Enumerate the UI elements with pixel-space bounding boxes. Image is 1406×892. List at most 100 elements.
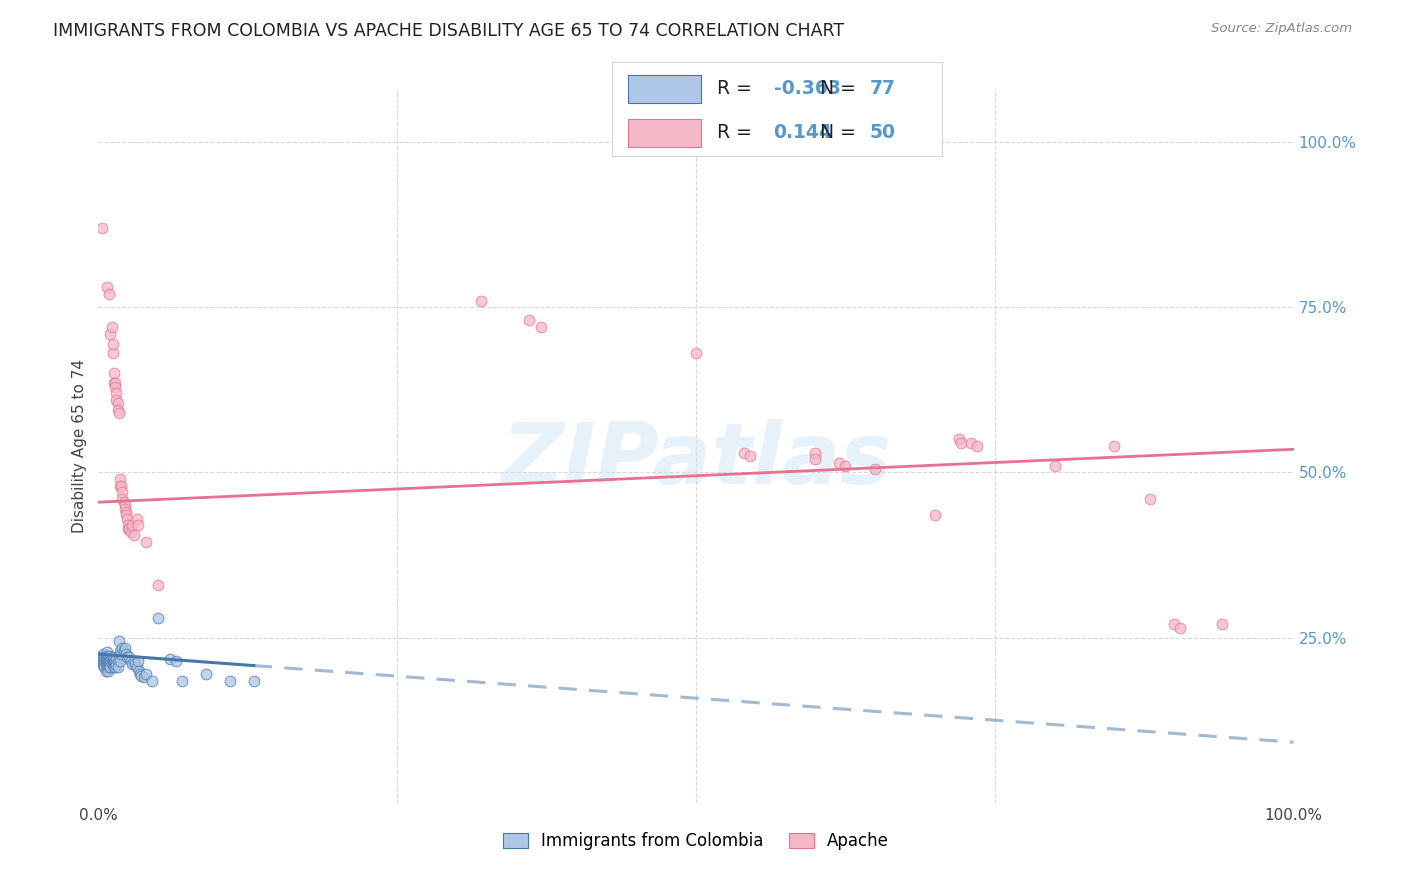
Point [103, 656, 125, 670]
Point [111, 640, 134, 655]
Point [117, 518, 139, 533]
FancyBboxPatch shape [628, 75, 700, 103]
Text: 50: 50 [869, 123, 896, 142]
Point [114, 501, 136, 516]
Point [108, 654, 131, 668]
Point [96, 657, 118, 671]
Point [105, 392, 128, 407]
Point [1163, 617, 1185, 632]
Point [111, 491, 134, 506]
Point [98, 652, 122, 666]
Point [110, 478, 132, 492]
Point [948, 433, 970, 447]
Point [103, 367, 125, 381]
Text: 0.144: 0.144 [773, 123, 832, 142]
Point [98, 660, 121, 674]
Point [141, 673, 163, 688]
Point [118, 522, 141, 536]
Point [94, 657, 117, 671]
Point [110, 647, 132, 661]
Point [865, 462, 887, 476]
Text: ZIPatlas: ZIPatlas [501, 418, 891, 502]
Point [115, 647, 138, 661]
Point [108, 472, 131, 486]
Point [91, 658, 114, 673]
Point [828, 456, 851, 470]
Point [114, 499, 136, 513]
Point [738, 449, 761, 463]
Point [91, 221, 114, 235]
Point [96, 645, 118, 659]
Point [90, 654, 112, 668]
Point [101, 654, 124, 668]
Point [107, 634, 129, 648]
Point [131, 669, 153, 683]
Point [97, 654, 120, 668]
Point [121, 657, 143, 671]
Text: IMMIGRANTS FROM COLOMBIA VS APACHE DISABILITY AGE 65 TO 74 CORRELATION CHART: IMMIGRANTS FROM COLOMBIA VS APACHE DISAB… [53, 22, 845, 40]
Point [108, 644, 131, 658]
Point [105, 658, 128, 673]
Point [93, 650, 115, 665]
Point [1043, 458, 1066, 473]
Point [103, 660, 125, 674]
Point [960, 435, 983, 450]
Point [107, 660, 129, 674]
Point [1139, 491, 1161, 506]
Point [101, 657, 124, 671]
Point [98, 326, 122, 341]
Point [128, 664, 150, 678]
Point [98, 660, 122, 674]
Point [101, 650, 124, 665]
Point [104, 376, 127, 391]
Point [97, 658, 120, 673]
Text: N =: N = [820, 123, 862, 142]
Point [101, 336, 124, 351]
Point [100, 656, 122, 670]
Text: 77: 77 [869, 78, 896, 98]
Point [89, 650, 111, 665]
Point [1168, 621, 1191, 635]
Point [108, 478, 131, 492]
Point [121, 518, 143, 533]
Text: R =: R = [717, 78, 758, 98]
Point [107, 402, 129, 417]
Point [118, 650, 141, 665]
Point [104, 654, 127, 668]
Point [125, 511, 148, 525]
Point [93, 657, 115, 671]
Point [733, 445, 755, 459]
Text: Source: ZipAtlas.com: Source: ZipAtlas.com [1212, 22, 1353, 36]
Point [124, 528, 146, 542]
Point [685, 346, 707, 360]
Point [103, 376, 125, 391]
Point [159, 652, 181, 666]
Point [97, 664, 120, 678]
Point [96, 660, 118, 674]
Point [97, 650, 120, 665]
Point [98, 657, 122, 671]
Point [107, 396, 129, 410]
Point [93, 654, 115, 668]
Point [90, 652, 112, 666]
Point [112, 495, 135, 509]
Text: N =: N = [820, 78, 862, 98]
Point [112, 644, 135, 658]
Point [100, 320, 122, 334]
Point [132, 670, 155, 684]
Point [94, 649, 117, 664]
Point [120, 524, 142, 539]
Point [100, 652, 122, 666]
Point [165, 654, 187, 668]
Point [93, 660, 115, 674]
Point [148, 611, 170, 625]
Point [129, 667, 152, 681]
Point [101, 346, 124, 360]
Point [243, 673, 266, 688]
Legend: Immigrants from Colombia, Apache: Immigrants from Colombia, Apache [495, 824, 897, 859]
Point [172, 673, 194, 688]
Point [98, 657, 121, 671]
Point [219, 673, 242, 688]
Text: -0.363: -0.363 [773, 78, 841, 98]
Point [148, 578, 170, 592]
